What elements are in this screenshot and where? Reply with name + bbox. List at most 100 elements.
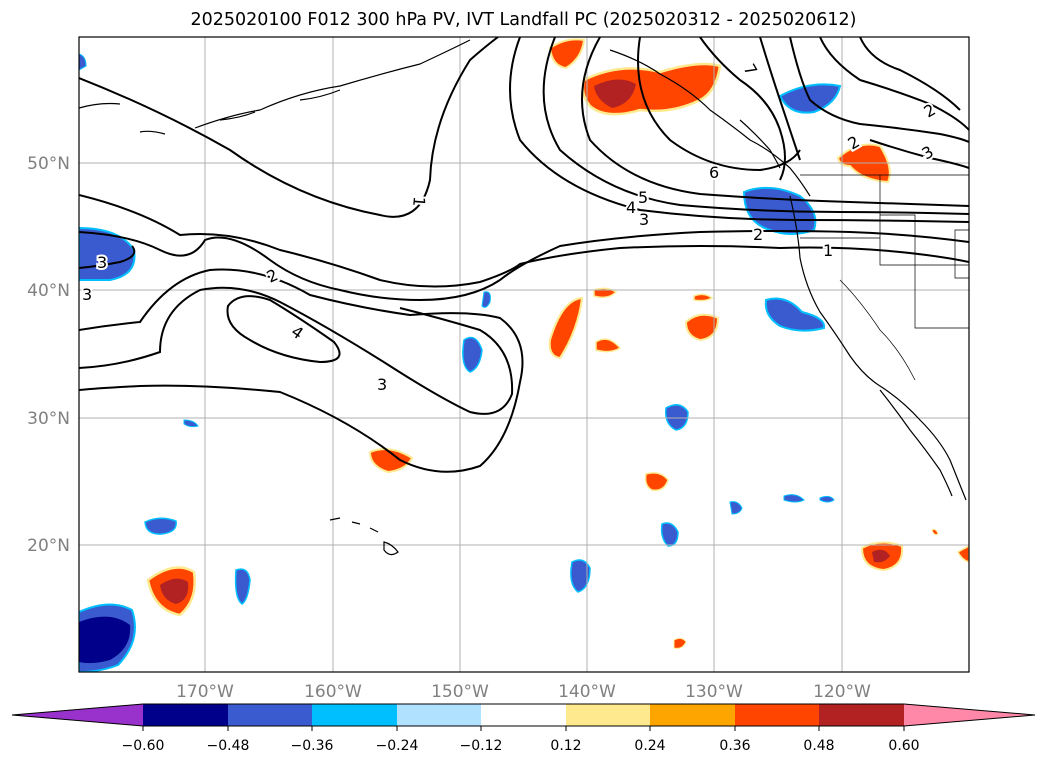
- positive-anomaly-region: [548, 38, 586, 70]
- contour-label: 2: [264, 265, 281, 287]
- contour-label: 3: [377, 375, 387, 394]
- pv-anomaly-fill: [79, 38, 969, 672]
- positive-anomaly-region: [644, 472, 669, 492]
- map-frame: [78, 36, 970, 673]
- colorbar-tick-label: −0.60: [122, 738, 165, 754]
- colorbar-segment: [397, 704, 481, 726]
- negative-anomaly-region: [183, 419, 199, 428]
- colorbar-segment: [566, 704, 650, 726]
- political-borders: [800, 174, 969, 381]
- pv-contour-1-north: [79, 37, 499, 218]
- pv-contours: [79, 37, 969, 473]
- colorbar-segment: [143, 704, 228, 726]
- lon-label: 160°W: [304, 682, 362, 702]
- colorbar-tick-label: −0.36: [291, 738, 334, 754]
- positive-anomaly-core: [872, 549, 890, 563]
- positive-anomaly-region: [673, 637, 687, 649]
- colorbar-max-extension: [904, 704, 1035, 726]
- pv-contour-2: [79, 230, 969, 302]
- pv-contour-5: [581, 37, 969, 207]
- colorbar-segment: [819, 704, 904, 726]
- colorbar-segment: [735, 704, 819, 726]
- contour-label: 3: [639, 210, 649, 229]
- pv-contour-4-north: [542, 37, 969, 215]
- negative-anomaly-region: [481, 291, 491, 308]
- lon-label: 140°W: [558, 682, 616, 702]
- colorbar-segment: [312, 704, 397, 726]
- contour-label: 2: [753, 225, 763, 244]
- positive-anomaly-region: [595, 338, 622, 353]
- contour-label: 3: [82, 285, 92, 304]
- lat-label: 50°N: [27, 154, 70, 174]
- colorbar-tick-label: 0.24: [634, 738, 665, 754]
- pv-contour-4: [226, 295, 341, 364]
- colorbar-tick-label: −0.12: [460, 738, 503, 754]
- negative-anomaly-region: [729, 501, 743, 515]
- pv-contour-2-west: [79, 240, 80, 258]
- negative-anomaly-region: [819, 495, 835, 503]
- colorbar-tick-label: 0.48: [803, 738, 834, 754]
- lon-label: 150°W: [431, 682, 489, 702]
- longitude-labels: 170°W 160°W 150°W 140°W 130°W 120°W: [176, 682, 871, 702]
- alaska-coastline: [79, 39, 471, 135]
- negative-anomaly-core: [79, 616, 131, 664]
- pv-contour-7: [699, 37, 786, 181]
- colorbar: −0.60 −0.48 −0.36 −0.24 −0.12 0.12 0.24 …: [11, 703, 1036, 754]
- hawaii-islands: [329, 517, 399, 556]
- pv-contour-northeast-3: [819, 37, 969, 131]
- pv-contour-east: [869, 139, 969, 169]
- positive-anomaly-core: [160, 578, 189, 604]
- contour-label: 4: [626, 198, 636, 217]
- colorbar-tick-label: 0.12: [550, 738, 581, 754]
- lat-label: 40°N: [27, 281, 70, 301]
- vancouver-island: [739, 119, 781, 169]
- map-title: 2025020100 F012 300 hPa PV, IVT Landfall…: [190, 10, 857, 30]
- contour-label: 1: [409, 196, 429, 208]
- colorbar-segment: [481, 704, 566, 726]
- pv-contour-6: [637, 37, 801, 172]
- colorbar-ticks: [142, 726, 905, 731]
- contour-label: 2: [921, 100, 939, 122]
- positive-anomaly-region: [548, 296, 584, 360]
- colorbar-tick-label: −0.24: [376, 738, 419, 754]
- contour-label: 1: [823, 241, 833, 260]
- canada-coastline: [609, 49, 811, 197]
- pv-contour-3-inner: [79, 286, 514, 415]
- colorbar-segment: [650, 704, 735, 726]
- negative-anomaly-region: [764, 297, 826, 332]
- contour-label: 5: [638, 188, 648, 207]
- pv-contour-1-south: [79, 194, 969, 288]
- pv-contour-northeast-1: [759, 37, 801, 161]
- positive-anomaly-core: [594, 79, 636, 108]
- pv-contour-west-3: [79, 245, 136, 269]
- negative-anomaly-region: [664, 404, 689, 431]
- contour-label: 6: [709, 163, 719, 182]
- colorbar-tick-label: 0.60: [888, 738, 919, 754]
- colorbar-tick-label: −0.48: [207, 738, 250, 754]
- colorbar-segment: [228, 704, 312, 726]
- positive-anomaly-region: [593, 287, 618, 299]
- lon-label: 170°W: [176, 682, 234, 702]
- negative-anomaly-region: [660, 522, 679, 547]
- positive-anomaly-region: [931, 529, 939, 535]
- pv-contour-northeast-2: [789, 37, 969, 143]
- positive-anomaly-region: [693, 293, 714, 302]
- lon-label: 120°W: [813, 682, 871, 702]
- state-borders: [800, 175, 969, 381]
- positive-anomaly-region: [368, 448, 414, 474]
- negative-anomaly-region: [234, 568, 251, 605]
- baja-coastline: [879, 389, 953, 497]
- coastlines: [79, 39, 967, 556]
- negative-anomaly-region: [79, 53, 87, 71]
- positive-anomaly-region: [957, 545, 969, 563]
- pv-contour-3-north: [509, 37, 969, 223]
- negative-anomaly-region: [144, 517, 177, 535]
- contour-label: 3: [919, 142, 937, 164]
- colorbar-min-extension: [12, 704, 143, 726]
- pv-contour-3-main: [79, 268, 524, 473]
- positive-anomaly-region: [684, 313, 720, 342]
- lat-label: 20°N: [27, 536, 70, 556]
- contour-label: 3: [97, 253, 107, 272]
- graticule: [79, 37, 969, 672]
